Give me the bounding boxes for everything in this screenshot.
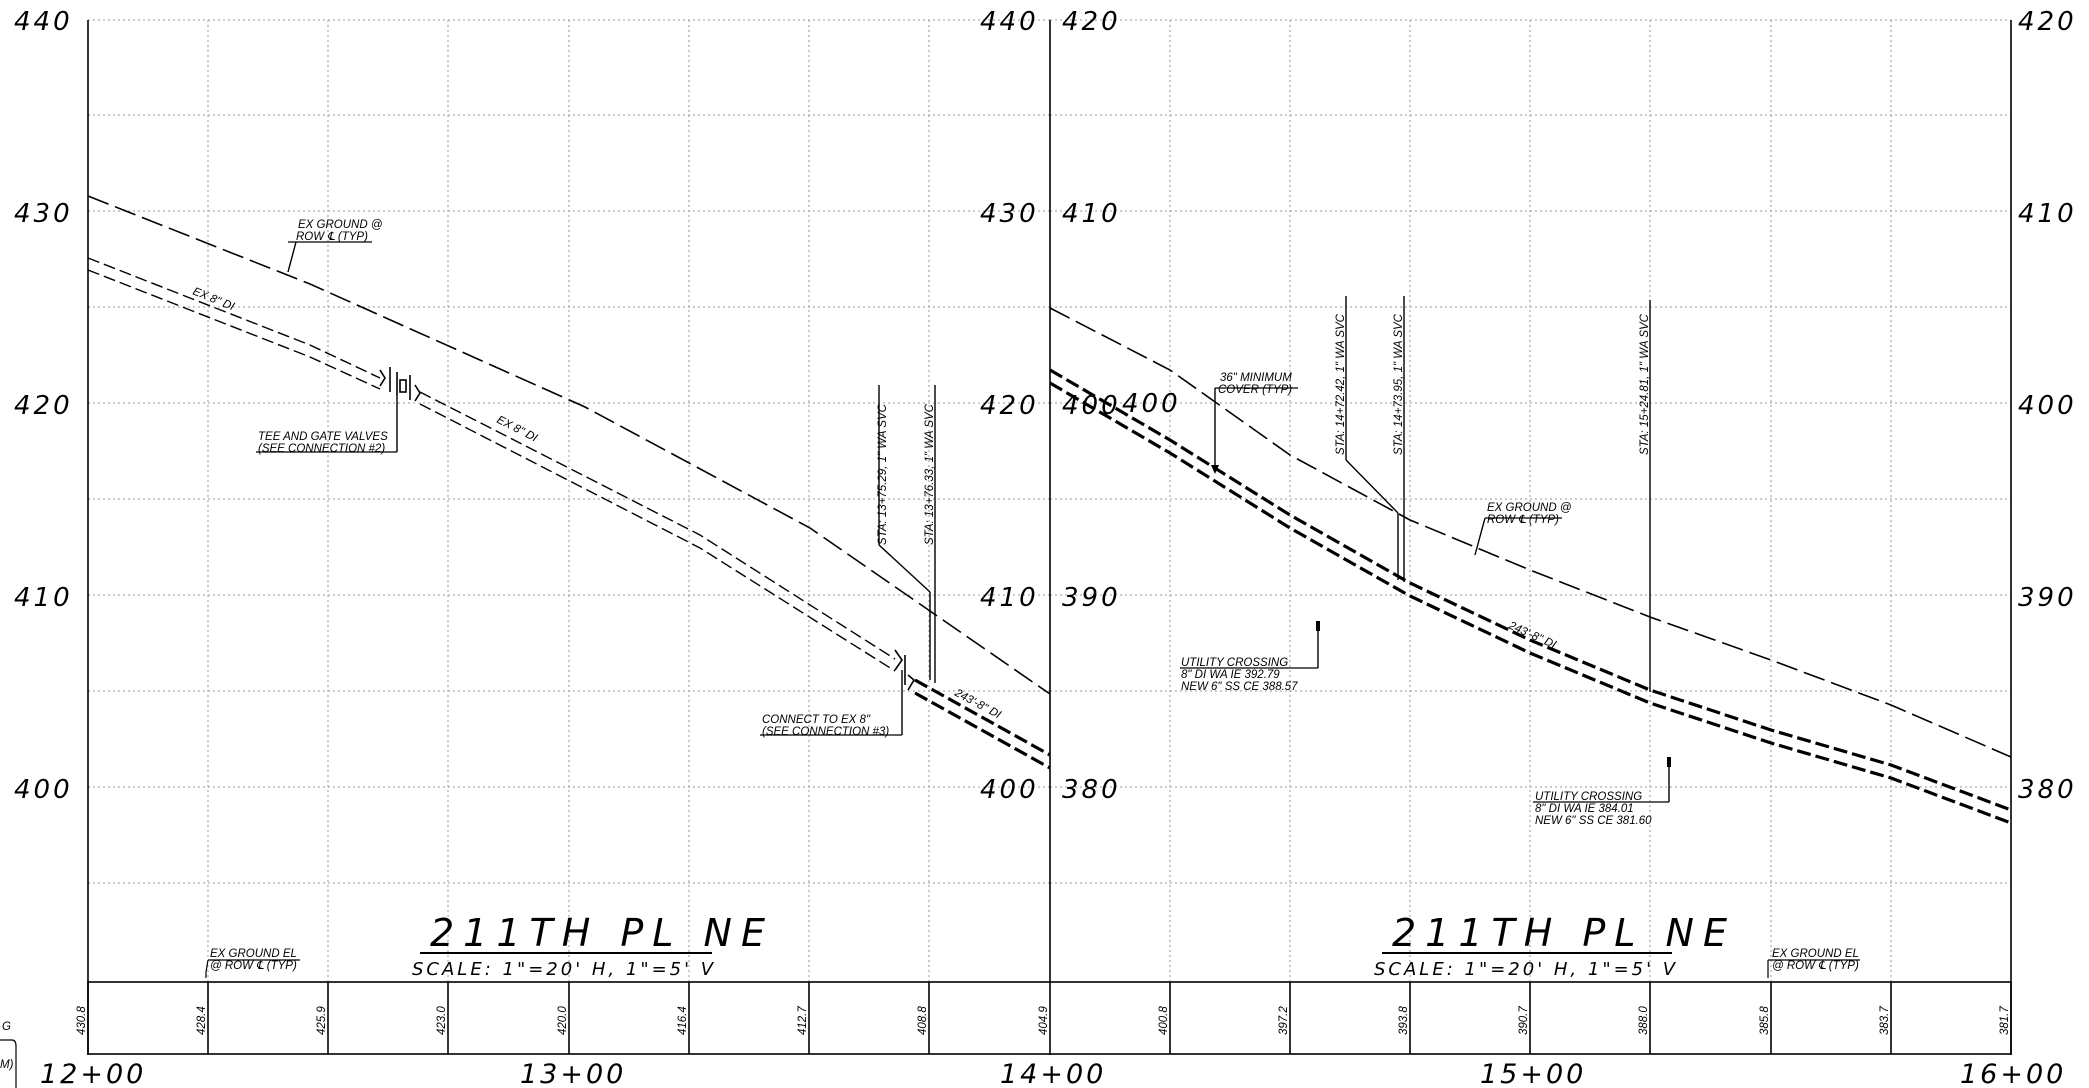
ground-elevation-value: 416.4: [677, 1006, 689, 1035]
edge-fragment: G: [2, 1021, 11, 1033]
ex-ground-note: ROW ℄ (TYP): [1487, 514, 1559, 526]
existing-pipe-label: EX 8" DI: [495, 414, 540, 445]
ground-elevation-value: 390.7: [1518, 1006, 1530, 1035]
service-station-label: STA: 14+73.95, 1" WA SVC: [1393, 313, 1405, 455]
ground-elevation-value: 393.8: [1398, 1006, 1410, 1035]
edge-fragment: M): [0, 1059, 14, 1071]
right-panel-elev-label: 420: [1062, 7, 1121, 37]
leader-line: [1474, 517, 1486, 556]
new-water-main-bottom: [914, 691, 1051, 770]
center-elev-label: 420: [980, 391, 1039, 421]
existing-pipe-line-bottom: [419, 403, 896, 672]
ground-elevation-band: [87, 981, 2012, 1055]
left-elev-label: 420: [14, 391, 73, 421]
utility-crossing-note: 8" DI WA IE 384.01: [1535, 803, 1634, 815]
existing-ground-line: [1049, 307, 2012, 758]
ex-ground-note: EX GROUND @: [1487, 502, 1572, 514]
station-label: 15+00: [1480, 1059, 1586, 1088]
right-panel-elev-label: 390: [1062, 583, 1121, 613]
utility-crossing-note: NEW 6" SS CE 388.57: [1181, 681, 1298, 693]
ground-elevation-value: 425.9: [316, 1006, 328, 1035]
station-label: 12+00: [40, 1059, 146, 1088]
center-elev-label: 440: [980, 7, 1039, 37]
ex-ground-note: ROW ℄ (TYP): [296, 231, 368, 243]
right-elev-label: 380: [2018, 775, 2077, 805]
min-cover-note: COVER (TYP): [1218, 384, 1292, 396]
left-elev-label: 410: [14, 583, 73, 613]
band-note: EX GROUND EL: [210, 948, 297, 960]
ground-elevation-value: 423.0: [436, 1006, 448, 1035]
left-elev-label: 430: [14, 199, 73, 229]
crossing-marker: [1667, 757, 1671, 767]
utility-crossing-note: NEW 6" SS CE 381.60: [1535, 815, 1652, 827]
center-elev-label: 400: [980, 775, 1039, 805]
left-elev-label: 400: [14, 775, 73, 805]
ground-elevation-value: 383.7: [1879, 1006, 1891, 1035]
connect-note: (SEE CONNECTION #3): [762, 726, 889, 738]
band-dividers: [207, 982, 1892, 1054]
new-water-main-top: [1049, 368, 2012, 812]
ground-elevation-value: 408.8: [917, 1006, 929, 1035]
ground-elevation-value: 397.2: [1278, 1006, 1290, 1035]
station-label: 14+00: [1000, 1059, 1106, 1088]
leader-arrow: [1211, 465, 1219, 474]
ground-elevation-value: 404.9: [1038, 1006, 1050, 1035]
tee-gate-valves-note: (SEE CONNECTION #2): [258, 443, 385, 455]
crossing-marker: [1316, 621, 1320, 631]
right-elev-label: 410: [2018, 199, 2077, 229]
existing-pipe-label: EX 8" DI: [191, 286, 237, 314]
right-elev-label: 400: [2018, 391, 2077, 421]
right-elev-label: 420: [2018, 7, 2077, 37]
ex-ground-note: EX GROUND @: [298, 219, 383, 231]
center-elev-label: 430: [980, 199, 1039, 229]
crossing-elevation-label: 400: [1122, 389, 1181, 419]
ground-elevation-value: 385.8: [1759, 1006, 1771, 1035]
existing-ground-line: [87, 195, 1051, 695]
leader-line: [287, 241, 297, 273]
min-cover-note: 36" MINIMUM: [1220, 372, 1292, 384]
utility-crossing-note: 8" DI WA IE 392.79: [1181, 669, 1280, 681]
service-station-label: STA: 13+76.33, 1" WA SVC: [924, 403, 936, 545]
utility-crossing-note: UTILITY CROSSING: [1181, 657, 1288, 669]
leader-line: [205, 959, 209, 973]
tee-gate-valves-note: TEE AND GATE VALVES: [258, 431, 388, 443]
ground-elevation-value: 381.7: [1999, 1006, 2011, 1035]
utility-crossing-note: UTILITY CROSSING: [1535, 791, 1642, 803]
connect-note: CONNECT TO EX 8": [762, 714, 871, 726]
station-label: 13+00: [520, 1059, 626, 1088]
tee-gate-valve-symbol: [379, 367, 421, 402]
ground-elevation-value: 428.4: [196, 1006, 208, 1035]
connection-symbol: [894, 649, 916, 691]
edge-frame: [0, 1039, 17, 1088]
service-station-label: STA: 15+24.81, 1" WA SVC: [1639, 313, 1651, 455]
left-elev-label: 440: [14, 7, 73, 37]
right-panel-elev-label: 410: [1062, 199, 1121, 229]
service-station-label: STA: 13+75.29, 1" WA SVC: [877, 403, 889, 545]
right-panel-elev-label: 380: [1062, 775, 1121, 805]
existing-pipe-line-top: [419, 391, 896, 660]
existing-pipe-line-bottom: [87, 269, 381, 390]
profile-title: 211TH PL NE: [1392, 911, 1736, 955]
ground-elevation-value: 400.8: [1158, 1006, 1170, 1035]
band-note: @ ROW ℄ (TYP): [210, 960, 297, 972]
center-elev-label: 410: [980, 583, 1039, 613]
station-label: 16+00: [1960, 1059, 2066, 1088]
ground-elevation-value: 412.7: [797, 1006, 809, 1035]
ground-elevation-value: 388.0: [1638, 1006, 1650, 1035]
service-leader: [878, 544, 931, 593]
band-note: @ ROW ℄ (TYP): [1772, 960, 1859, 972]
new-water-main-bottom: [1049, 381, 2012, 825]
band-note: EX GROUND EL: [1772, 948, 1859, 960]
right-elev-label: 390: [2018, 583, 2077, 613]
ground-elevation-value: 420.0: [557, 1006, 569, 1035]
new-water-main-top: [914, 678, 1051, 757]
ground-elevation-value: 430.8: [76, 1006, 88, 1035]
profile-title: 211TH PL NE: [430, 911, 774, 955]
existing-pipe-line-top: [87, 257, 381, 379]
service-leader: [1345, 459, 1399, 514]
profile-scale: SCALE: 1"=20' H, 1"=5' V: [412, 959, 716, 980]
profile-scale: SCALE: 1"=20' H, 1"=5' V: [1374, 959, 1678, 980]
service-station-label: STA: 14+72.42, 1" WA SVC: [1335, 313, 1347, 455]
